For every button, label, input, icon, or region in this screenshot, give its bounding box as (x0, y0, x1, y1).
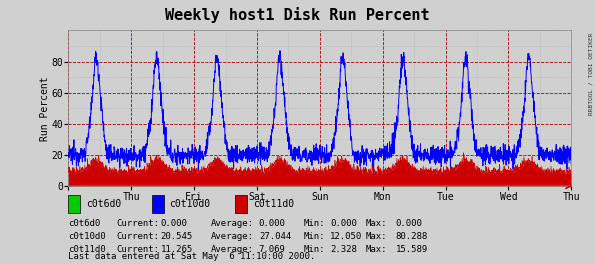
Text: Min:: Min: (303, 219, 325, 228)
Text: 0.000: 0.000 (330, 219, 357, 228)
Text: Min:: Min: (303, 232, 325, 241)
Text: Max:: Max: (366, 245, 387, 254)
Text: RRBTOOL / TOBI OETIKER: RRBTOOL / TOBI OETIKER (589, 33, 594, 115)
Text: 0.000: 0.000 (396, 219, 422, 228)
Text: 12.050: 12.050 (330, 232, 362, 241)
Text: Weekly host1 Disk Run Percent: Weekly host1 Disk Run Percent (165, 7, 430, 23)
Text: 20.545: 20.545 (161, 232, 193, 241)
Text: 80.288: 80.288 (396, 232, 428, 241)
Y-axis label: Run Percent: Run Percent (40, 76, 50, 140)
Text: 2.328: 2.328 (330, 245, 357, 254)
Text: c0t10d0: c0t10d0 (68, 232, 106, 241)
Text: 11.265: 11.265 (161, 245, 193, 254)
Text: c0t6d0: c0t6d0 (86, 199, 121, 209)
Text: Current:: Current: (116, 245, 159, 254)
Text: Average:: Average: (211, 232, 254, 241)
Text: Max:: Max: (366, 232, 387, 241)
Text: Current:: Current: (116, 219, 159, 228)
Text: Min:: Min: (303, 245, 325, 254)
Text: 0.000: 0.000 (161, 219, 187, 228)
Text: Current:: Current: (116, 232, 159, 241)
Text: c0t6d0: c0t6d0 (68, 219, 101, 228)
Text: c0t11d0: c0t11d0 (68, 245, 106, 254)
Text: c0t11d0: c0t11d0 (253, 199, 294, 209)
Text: Average:: Average: (211, 219, 254, 228)
Text: 15.589: 15.589 (396, 245, 428, 254)
Text: c0t10d0: c0t10d0 (170, 199, 211, 209)
Text: 0.000: 0.000 (259, 219, 286, 228)
Text: Last data entered at Sat May  6 11:10:00 2000.: Last data entered at Sat May 6 11:10:00 … (68, 252, 316, 261)
Text: 7.069: 7.069 (259, 245, 286, 254)
Text: Average:: Average: (211, 245, 254, 254)
Text: 27.044: 27.044 (259, 232, 291, 241)
Text: Max:: Max: (366, 219, 387, 228)
